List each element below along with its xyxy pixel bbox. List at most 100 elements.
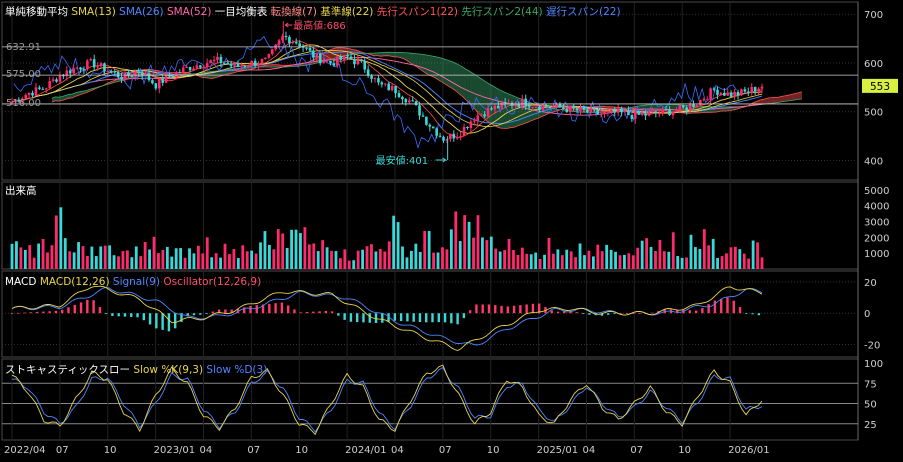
candle-body: [147, 73, 151, 81]
cloud-segment: [510, 94, 515, 128]
candle-body: [356, 60, 360, 65]
slow-d-line: [11, 366, 763, 433]
candle-body: [692, 104, 695, 108]
candle-body: [616, 108, 620, 113]
volume-bar: [205, 237, 209, 269]
volume-bar: [711, 238, 715, 269]
oscillator-bar: [550, 310, 553, 314]
volume-bar: [707, 245, 711, 269]
candle-body: [99, 63, 103, 67]
oscillator-bar: [450, 313, 453, 324]
legend-item: Signal(9): [110, 276, 160, 288]
candle-body: [65, 70, 69, 76]
candle-body: [469, 121, 473, 129]
candle-body: [712, 88, 716, 90]
main-legend: 単純移動平均 SMA(13) SMA(26) SMA(52) 一目均衡表 転換線…: [5, 5, 621, 18]
volume-bar: [680, 257, 684, 269]
candle-body: [315, 53, 319, 58]
cloud-segment: [764, 98, 768, 105]
oscillator-bar: [607, 313, 610, 315]
cloud-segment: [771, 97, 775, 104]
volume-bar: [263, 231, 267, 269]
oscillator-bar: [638, 313, 641, 315]
volume-bar: [72, 252, 76, 269]
volume-bar: [685, 257, 688, 269]
candle-body: [425, 116, 428, 125]
cloud-segment: [462, 67, 467, 101]
volume-bar: [290, 229, 293, 269]
x-tick-label: 10: [678, 445, 691, 456]
oscillator-bar: [456, 313, 459, 325]
candle-body: [281, 36, 284, 41]
x-tick-label: 2022/04: [4, 445, 46, 456]
volume-bar: [228, 254, 231, 269]
volume-bar: [352, 260, 356, 269]
volume-bar: [436, 252, 440, 269]
oscillator-bar: [713, 300, 717, 314]
candle-body: [140, 72, 144, 76]
candle-body: [164, 75, 168, 83]
volume-bar: [41, 238, 45, 269]
candle-body: [418, 105, 421, 116]
candle-body: [623, 111, 627, 113]
oscillator-bar: [167, 313, 171, 332]
candle-body: [267, 54, 271, 58]
cloud-segment: [452, 61, 457, 92]
volume-bar: [507, 238, 511, 269]
volume-bar: [125, 250, 129, 269]
cloud-segment: [781, 95, 785, 102]
oscillator-bar: [330, 311, 334, 314]
candle-body: [195, 65, 199, 69]
volume-bar: [236, 258, 240, 269]
y-tick-label: 50: [864, 400, 877, 411]
oscillator-bar: [48, 311, 51, 314]
volume-bar: [99, 246, 103, 269]
high-label: 最高値:686: [293, 19, 345, 32]
oscillator-bar: [487, 304, 491, 314]
volume-bar: [241, 245, 245, 269]
y-tick-label: 2000: [864, 233, 889, 244]
oscillator-bar: [732, 300, 735, 314]
legend-item: ストキャスティックスロー: [5, 364, 130, 376]
candle-body: [41, 88, 45, 90]
oscillator-bar: [412, 313, 415, 322]
oscillator-bar: [192, 313, 196, 316]
candle-body: [387, 83, 391, 91]
oscillator-bar: [161, 313, 164, 330]
volume-bar: [667, 251, 671, 269]
candle-body: [226, 63, 230, 65]
oscillator-bar: [418, 313, 422, 323]
low-annotation: 最安値:401: [376, 154, 448, 167]
oscillator-bar: [537, 303, 541, 314]
candle-body: [695, 105, 699, 108]
candle-body: [322, 61, 325, 64]
oscillator-bar: [136, 313, 139, 318]
oscillator-bar: [104, 313, 108, 315]
volume-bar: [347, 260, 351, 269]
candle-body: [34, 87, 38, 96]
low-label: 最安値:401: [376, 154, 428, 167]
oscillator-bar: [224, 309, 227, 314]
cloud-segment: [445, 59, 450, 87]
volume-bar: [10, 243, 14, 269]
oscillator-bar: [205, 313, 208, 315]
volume-bar: [365, 246, 369, 269]
candle-body: [438, 135, 442, 137]
y-tick-label: 5000: [864, 186, 889, 197]
candle-body: [404, 99, 408, 103]
legend-item: MACD(12,26): [36, 276, 109, 288]
oscillator-bar: [531, 303, 535, 314]
candle-body: [205, 63, 209, 67]
candle-body: [442, 136, 445, 141]
candle-body: [747, 91, 750, 93]
cloud-segment: [435, 56, 439, 81]
volume-bar: [223, 243, 227, 269]
legend-item: 基準線(22): [317, 5, 373, 18]
volume-bar: [543, 254, 546, 269]
oscillator-bar: [506, 306, 510, 314]
volume-bar: [356, 250, 360, 269]
candle-body: [534, 106, 538, 108]
volume-bar: [645, 238, 649, 269]
oscillator-bar: [35, 311, 39, 314]
stochastic-legend: ストキャスティックスロー Slow %K(9,3) Slow %D(3): [5, 364, 267, 376]
